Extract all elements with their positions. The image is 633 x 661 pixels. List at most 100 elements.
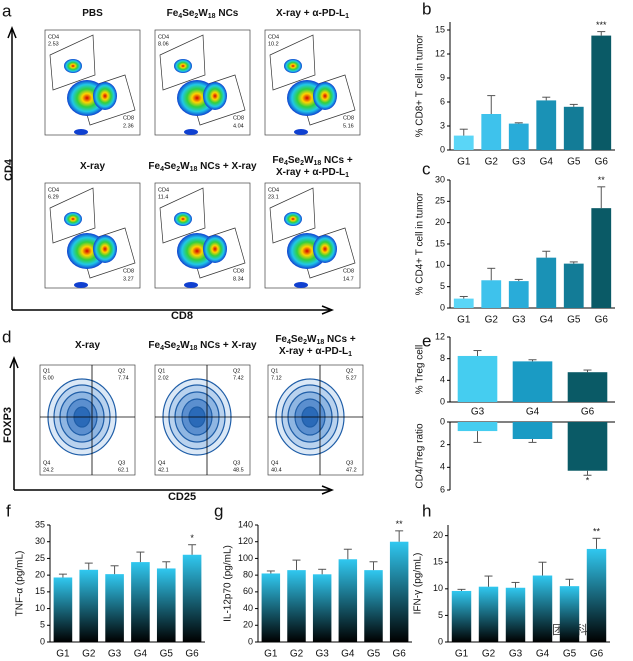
plot-title: X-ray + α-PD-L1: [279, 346, 352, 358]
quadrant-value: 24.2: [43, 467, 54, 473]
gate-label: CD8: [123, 115, 134, 121]
quadrant-value: 7.74: [118, 375, 129, 381]
bar: [338, 559, 358, 642]
bar: [131, 562, 150, 642]
bar: [312, 574, 332, 642]
plot-frame: [39, 364, 136, 476]
population: [74, 282, 88, 288]
panel-label: h: [422, 501, 431, 520]
bar: [536, 257, 557, 308]
y-tick-label: 6: [440, 96, 445, 106]
y-tick-label: 15: [435, 24, 445, 34]
y-tick-label: 8: [440, 353, 445, 363]
y-axis-label: CD4/Treg ratio: [415, 423, 426, 489]
x-tick-label: G5: [160, 649, 174, 660]
y-tick-label: 20: [243, 620, 253, 630]
gate: [159, 34, 206, 91]
population: [294, 282, 308, 288]
quadrant-name: Q3: [118, 460, 125, 466]
gate-value: 2.36: [123, 123, 134, 129]
plot-frame: [44, 182, 141, 289]
bar: [559, 586, 580, 642]
y-axis-label: IFN-γ (pg/mL): [413, 553, 424, 615]
y-tick-label: 10: [433, 583, 443, 593]
axis-arrows: [7, 25, 335, 495]
quadrant-value: 47.2: [346, 467, 357, 473]
x-tick-label: G2: [485, 157, 499, 168]
plot-frame: [264, 182, 361, 289]
x-tick-label: G6: [581, 407, 595, 418]
population: [64, 59, 82, 73]
x-tick-label: G4: [540, 157, 554, 168]
gate-label: CD8: [233, 268, 244, 274]
y-tick-label: 5: [438, 610, 443, 620]
y-tick-label: 12: [435, 48, 445, 58]
x-tick-label: G5: [563, 649, 577, 660]
plot-frame: [267, 364, 364, 476]
y-tick-label: 15: [433, 557, 443, 567]
panel-label: f: [6, 501, 11, 520]
quadrant-name: Q4: [271, 460, 278, 466]
bar: [182, 554, 202, 642]
y-tick-label: 9: [440, 72, 445, 82]
bar: [512, 361, 553, 402]
quadrant-name: Q1: [158, 368, 165, 374]
y-tick-label: 0: [440, 396, 445, 406]
y-tick-label: 0: [248, 636, 253, 646]
plot-frame: [264, 29, 361, 136]
x-tick-label: G5: [367, 649, 381, 660]
plot-title: Fe4Se2W18 NCs: [167, 8, 239, 20]
quadrant-name: Q4: [43, 460, 50, 466]
y-tick-label: 30: [435, 174, 445, 184]
panel-label: b: [422, 0, 431, 18]
x-tick-label: G1: [264, 649, 278, 660]
bar: [457, 422, 498, 432]
y-tick-label: 35: [35, 519, 45, 529]
x-tick-label: G1: [457, 157, 471, 168]
population: [74, 129, 88, 135]
plot-title: PBS: [82, 8, 103, 19]
bar: [453, 135, 474, 150]
y-tick-label: 12: [435, 331, 445, 341]
bar: [451, 590, 472, 642]
x-tick-label: G1: [455, 649, 469, 660]
y-tick-label: 0: [440, 416, 445, 426]
population: [294, 129, 308, 135]
y-tick-label: 25: [35, 553, 45, 563]
y-tick-label: 20: [435, 217, 445, 227]
quadrant-value: 7.12: [271, 375, 282, 381]
x-tick-label: G1: [457, 315, 471, 326]
x-tick-label: G1: [56, 649, 70, 660]
plot-title: Fe4Se2W18 NCs + X-ray: [148, 340, 257, 352]
y-tick-label: 6: [440, 484, 445, 494]
panel-label: d: [2, 327, 11, 346]
population: [174, 212, 192, 226]
gate-label: CD4: [158, 187, 169, 193]
quadrant-name: Q2: [233, 368, 240, 374]
x-tick-label: G4: [341, 649, 355, 660]
gate: [159, 187, 206, 244]
bar: [563, 106, 584, 150]
panel-label: a: [2, 1, 12, 20]
gate-value: 3.27: [123, 276, 134, 282]
gate-value: 4.04: [233, 123, 244, 129]
population: [313, 82, 337, 110]
plot-title: Fe4Se2W18 NCs +: [275, 334, 356, 346]
bar: [478, 586, 499, 642]
bar: [389, 541, 409, 642]
x-axis-label: CD8: [171, 310, 193, 322]
significance: *: [190, 533, 194, 543]
gate-label: CD8: [343, 115, 354, 121]
bar: [508, 281, 529, 308]
gate: [49, 187, 96, 244]
quadrant-name: Q3: [233, 460, 240, 466]
x-tick-label: G2: [485, 315, 499, 326]
x-tick-label: G5: [567, 315, 581, 326]
bar: [453, 298, 474, 308]
significance: ***: [596, 20, 607, 30]
quadrant-name: Q3: [346, 460, 353, 466]
y-tick-label: 5: [440, 281, 445, 291]
gate-value: 14.7: [343, 276, 354, 282]
y-tick-label: 10: [435, 260, 445, 270]
